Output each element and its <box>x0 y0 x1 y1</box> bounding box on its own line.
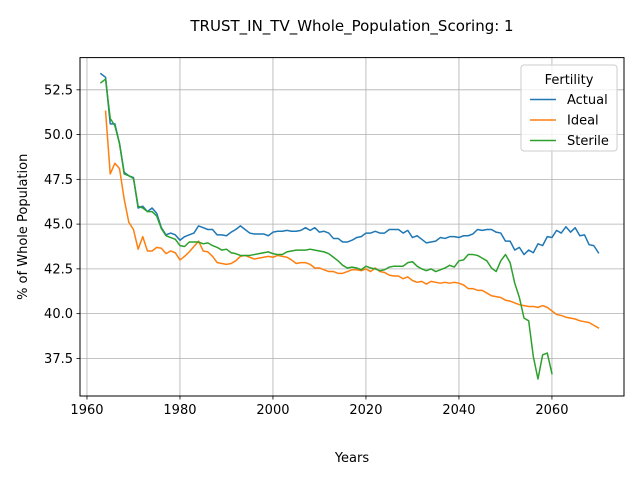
y-axis-label: % of Whole Population <box>16 154 31 300</box>
y-tick-label: 50.0 <box>44 128 73 143</box>
legend: Fertility Actual Ideal Sterile <box>520 64 618 152</box>
y-tick-label: 47.5 <box>44 173 73 188</box>
y-tick-label: 45.0 <box>44 218 73 233</box>
plot-frame <box>79 57 625 397</box>
legend-label-sterile: Sterile <box>567 134 609 149</box>
series-line-sterile <box>99 78 553 380</box>
x-tick-label: 1960 <box>70 403 103 418</box>
x-tick-label: 1980 <box>163 403 196 418</box>
series-line-ideal <box>104 110 600 329</box>
x-tick-label: 2060 <box>535 403 568 418</box>
y-axis-ticks: 37.5 40.0 42.5 45.0 47.5 50.0 52.5 <box>44 83 80 367</box>
chart-title: TRUST_IN_TV_Whole_Population_Scoring: 1 <box>189 17 513 36</box>
grid <box>80 57 624 396</box>
y-tick-label: 40.0 <box>44 307 73 322</box>
y-tick-label: 37.5 <box>44 352 73 367</box>
legend-entries: Actual Ideal Sterile <box>530 93 609 149</box>
x-axis-ticks: 1960 1980 2000 2020 2040 2060 <box>70 396 568 418</box>
series-lines <box>99 72 600 380</box>
y-tick-label: 42.5 <box>44 262 73 277</box>
x-tick-label: 2000 <box>256 403 289 418</box>
x-tick-label: 2040 <box>442 403 475 418</box>
legend-title: Fertility <box>545 73 594 88</box>
legend-box <box>520 64 618 152</box>
x-tick-label: 2020 <box>349 403 382 418</box>
series-line-actual <box>99 72 600 256</box>
x-axis-label: Years <box>334 451 370 466</box>
y-tick-label: 52.5 <box>44 83 73 98</box>
legend-label-actual: Actual <box>567 93 608 108</box>
legend-label-ideal: Ideal <box>567 114 599 129</box>
